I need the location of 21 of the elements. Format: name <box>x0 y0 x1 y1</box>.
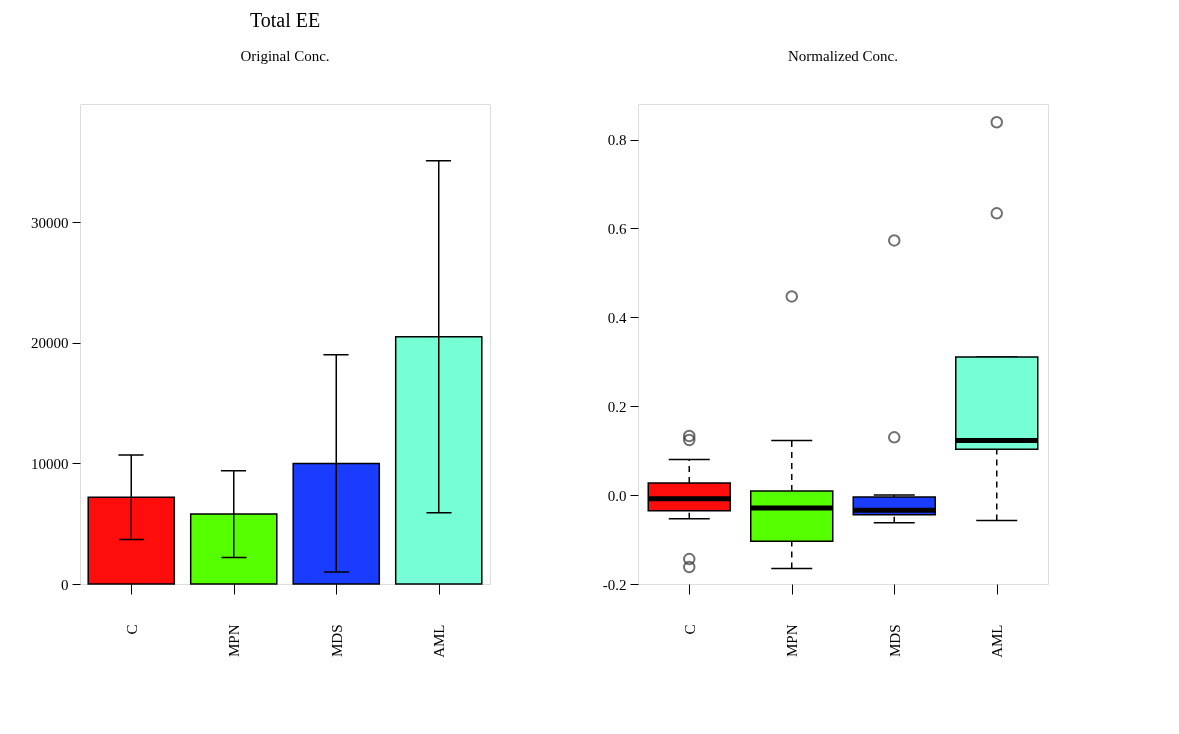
x-tick-label: AML <box>431 624 448 658</box>
x-tick-label: MPN <box>784 624 801 658</box>
chart-title: Total EE <box>249 9 321 31</box>
y-tick-label: 0.4 <box>607 309 627 326</box>
x-tick-label: MPN <box>226 624 243 658</box>
y-tick-label: 0.2 <box>607 398 627 415</box>
x-tick-label: C <box>123 624 140 635</box>
y-tick-label: 0.8 <box>607 132 627 149</box>
y-tick-label: 0.6 <box>607 220 627 237</box>
y-tick-label: 0 <box>61 576 69 593</box>
y-tick-label: 0.0 <box>607 487 627 504</box>
chart-title: Normalized Conc. <box>788 48 898 64</box>
x-tick-label: MDS <box>328 624 345 658</box>
y-tick-label: 10000 <box>31 455 69 472</box>
y-tick-label: -0.2 <box>602 576 627 593</box>
y-tick-label: 30000 <box>31 214 69 231</box>
x-tick-label: AML <box>989 624 1006 658</box>
x-tick-label: C <box>681 624 698 635</box>
y-tick-label: 20000 <box>31 335 69 352</box>
chart-subtitle: Original Conc. <box>240 48 330 64</box>
x-tick-label: MDS <box>886 624 903 658</box>
